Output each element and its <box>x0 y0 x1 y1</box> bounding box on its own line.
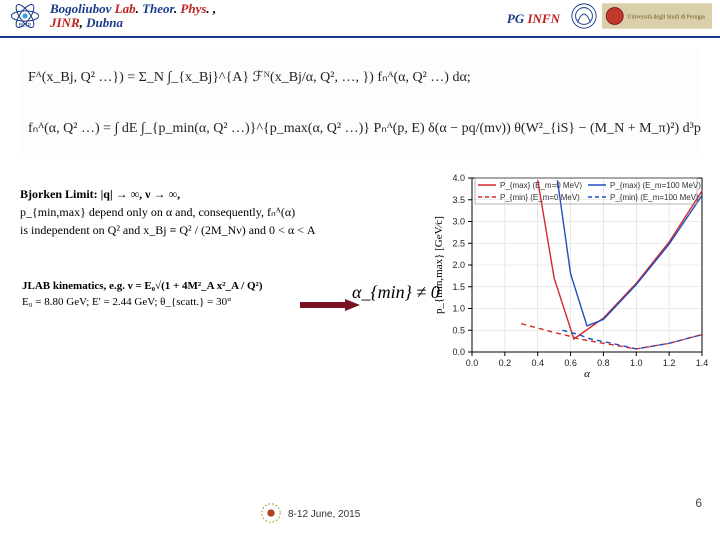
pmin-pmax-chart: 0.0 0.2 0.4 0.6 0.8 1.0 1.2 1.4 0.0 0.5 1.0 1.5 2.0 2… <box>430 170 710 380</box>
perugia-text: Università degli Studi di Perugia <box>627 15 705 21</box>
svg-text:0.0: 0.0 <box>466 358 479 368</box>
svg-text:α: α <box>584 368 590 380</box>
perugia-logo: Università degli Studi di Perugia <box>602 2 712 30</box>
equation-2: fₙᴬ(α, Q² …) = ∫ dE ∫_{p_min(α, Q² …)}^{… <box>28 120 692 137</box>
slide-header: BLTP Bogoliubov Lab. Theor. Phys. , JINR… <box>0 0 720 38</box>
svg-text:0.2: 0.2 <box>499 358 512 368</box>
jlab-line2: E₀ = 8.80 GeV; E' = 2.44 GeV; θ_{scatt.}… <box>22 294 282 310</box>
bjorken-limit-block: Bjorken Limit: |q| → ∞, ν → ∞, p_{min,ma… <box>20 185 380 239</box>
svg-text:BLTP: BLTP <box>19 23 32 29</box>
footer-badge-icon <box>260 502 282 524</box>
svg-text:0.8: 0.8 <box>597 358 610 368</box>
svg-text:2.5: 2.5 <box>452 238 465 248</box>
pg-infn-label: PG INFN <box>507 11 560 27</box>
svg-text:0.5: 0.5 <box>452 325 465 335</box>
equation-block: Fᴬ(x_Bj, Q² …}) = Σ_N ∫_{x_Bj}^{A} ℱᴺ(x_… <box>20 48 700 158</box>
page-number: 6 <box>695 496 702 510</box>
arrow-icon <box>300 298 360 310</box>
svg-text:0.4: 0.4 <box>531 358 544 368</box>
affiliation-left: Bogoliubov Lab. Theor. Phys. , JINR, Dub… <box>50 2 216 30</box>
svg-text:0.6: 0.6 <box>564 358 577 368</box>
svg-text:1.2: 1.2 <box>663 358 676 368</box>
svg-text:0.0: 0.0 <box>452 347 465 357</box>
svg-text:P_{max} (E_m=0 MeV): P_{max} (E_m=0 MeV) <box>500 181 582 190</box>
svg-text:P_{min} (E_m=0 MeV): P_{min} (E_m=0 MeV) <box>500 193 580 202</box>
svg-text:3.0: 3.0 <box>452 217 465 227</box>
bjorken-line2: p_{min,max} depend only on α and, conseq… <box>20 203 380 221</box>
bjorken-line3: is independent on Q² and x_Bj ≡ Q² / (2M… <box>20 221 380 239</box>
svg-text:1.0: 1.0 <box>452 304 465 314</box>
svg-text:1.4: 1.4 <box>696 358 709 368</box>
bltp-logo: BLTP <box>8 2 42 30</box>
footer-date: 8-12 June, 2015 <box>288 509 360 520</box>
bjorken-line1: Bjorken Limit: |q| → ∞, ν → ∞, <box>20 185 380 203</box>
svg-text:1.0: 1.0 <box>630 358 643 368</box>
chart-svg: 0.0 0.2 0.4 0.6 0.8 1.0 1.2 1.4 0.0 0.5 1.0 1.5 2.0 2… <box>430 170 710 380</box>
svg-text:4.0: 4.0 <box>452 173 465 183</box>
infn-logo <box>570 2 598 30</box>
affiliation-line1: Bogoliubov Lab. Theor. Phys. , <box>50 2 216 16</box>
slide-root: BLTP Bogoliubov Lab. Theor. Phys. , JINR… <box>0 0 720 540</box>
svg-text:3.5: 3.5 <box>452 195 465 205</box>
svg-text:1.5: 1.5 <box>452 282 465 292</box>
affiliation-line2: JINR, Dubna <box>50 16 216 30</box>
svg-text:P_{max} (E_m=100 MeV): P_{max} (E_m=100 MeV) <box>610 181 701 190</box>
svg-text:2.0: 2.0 <box>452 260 465 270</box>
alpha-min-label: α_{min} ≠ 0 <box>352 282 440 303</box>
svg-text:p_{min,max} [GeV⁄c]: p_{min,max} [GeV⁄c] <box>433 216 445 314</box>
svg-text:P_{min} (E_m=100 MeV): P_{min} (E_m=100 MeV) <box>610 193 699 202</box>
jlab-kinematics-block: JLAB kinematics, e.g. ν = E₀√(1 + 4M²_A … <box>22 278 282 310</box>
jlab-line1: JLAB kinematics, e.g. ν = E₀√(1 + 4M²_A … <box>22 278 282 294</box>
equation-1: Fᴬ(x_Bj, Q² …}) = Σ_N ∫_{x_Bj}^{A} ℱᴺ(x_… <box>28 69 692 86</box>
